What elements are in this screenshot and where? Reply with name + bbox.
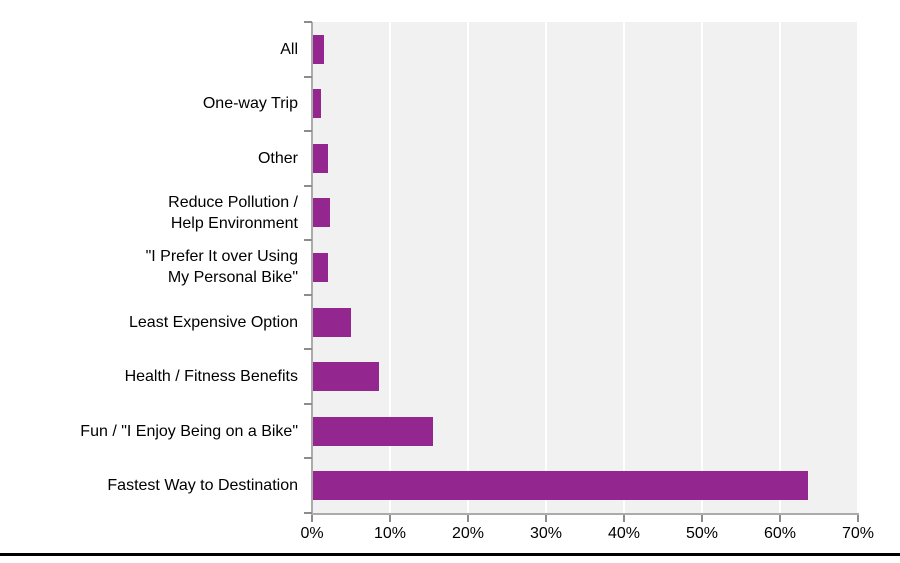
y-axis-line	[311, 22, 313, 515]
x-axis-tick	[467, 515, 469, 522]
y-axis-tick	[304, 184, 312, 187]
bar	[313, 362, 380, 392]
x-axis-tick	[779, 515, 781, 522]
y-axis-tick	[304, 402, 312, 405]
x-axis-tick	[389, 515, 391, 522]
y-axis-tick	[304, 457, 312, 460]
x-axis-tick-label: 70%	[841, 525, 875, 542]
y-axis-label: Reduce Pollution / Help Environment	[168, 193, 298, 232]
bar	[313, 307, 351, 337]
bar	[313, 34, 324, 64]
y-axis-label: Fun / "I Enjoy Being on a Bike"	[80, 422, 298, 440]
gridline	[623, 22, 625, 513]
x-axis-tick-label: 0%	[300, 525, 324, 542]
x-axis-tick-label: 30%	[529, 525, 563, 542]
bar	[313, 471, 809, 501]
gridline	[857, 22, 859, 513]
gridline	[545, 22, 547, 513]
bar	[313, 198, 330, 228]
x-axis-tick-label: 50%	[685, 525, 719, 542]
x-axis-line	[311, 513, 859, 515]
y-axis-label: "I Prefer It over Using My Personal Bike…	[145, 248, 298, 287]
x-axis-tick	[311, 515, 313, 522]
x-axis-tick-label: 20%	[451, 525, 485, 542]
y-axis-tick	[304, 239, 312, 242]
gridline	[389, 22, 391, 513]
y-axis-label: Other	[257, 149, 298, 167]
y-axis-label: Fastest Way to Destination	[107, 477, 298, 495]
x-axis-tick	[545, 515, 547, 522]
y-axis-label: Least Expensive Option	[129, 313, 298, 331]
y-axis-tick	[304, 21, 312, 23]
y-axis-label: All	[280, 40, 298, 58]
gridline	[467, 22, 469, 513]
x-axis-tick-label: 40%	[607, 525, 641, 542]
y-axis-tick	[304, 512, 312, 514]
gridline	[701, 22, 703, 513]
x-axis-tick-label: 60%	[763, 525, 797, 542]
x-axis-tick	[857, 515, 859, 522]
x-axis-tick	[701, 515, 703, 522]
bar	[313, 253, 329, 282]
bottom-rule	[0, 553, 900, 556]
x-axis-tick-label: 10%	[373, 525, 407, 542]
x-axis-tick	[623, 515, 625, 522]
y-axis-tick	[304, 75, 312, 78]
y-axis-label: Health / Fitness Benefits	[124, 368, 298, 386]
y-axis-tick	[304, 348, 312, 351]
bar	[313, 143, 329, 173]
gridline	[779, 22, 781, 513]
bar	[313, 89, 322, 119]
y-axis-label: One-way Trip	[202, 95, 298, 113]
bar	[313, 416, 433, 446]
y-axis-tick	[304, 130, 312, 133]
y-axis-tick	[304, 293, 312, 296]
